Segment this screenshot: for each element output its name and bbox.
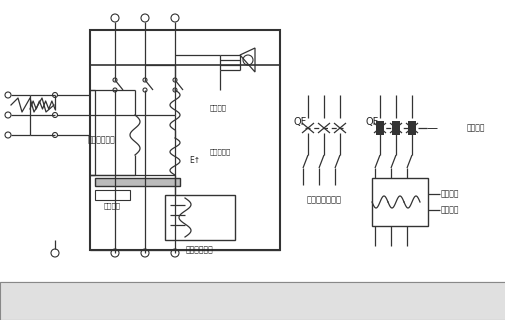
Bar <box>407 121 415 135</box>
Text: 图1-8   断路器工作原理示意图及图形符号: 图1-8 断路器工作原理示意图及图形符号 <box>8 293 170 307</box>
Text: 过流保护: 过流保护 <box>440 189 459 198</box>
Text: 热脱扣器: 热脱扣器 <box>104 203 120 209</box>
Text: QF: QF <box>293 117 307 127</box>
Text: QF: QF <box>365 117 379 127</box>
Bar <box>95 190 130 200</box>
Bar <box>0 282 505 320</box>
Text: 过载保护: 过载保护 <box>440 205 459 214</box>
Text: 分励脱扣器: 分励脱扣器 <box>210 149 231 155</box>
Bar <box>371 178 427 226</box>
Bar <box>0 0 505 285</box>
Bar <box>90 30 279 250</box>
Text: E↑: E↑ <box>189 156 200 164</box>
Text: 过电流脱扣器: 过电流脱扣器 <box>88 135 116 145</box>
Text: 失电压脱扣器: 失电压脱扣器 <box>186 245 214 254</box>
Bar <box>95 178 180 186</box>
Bar <box>375 121 383 135</box>
Text: 遥控按钮: 遥控按钮 <box>210 105 227 111</box>
Text: 断路器图形符号: 断路器图形符号 <box>306 196 341 204</box>
Text: 失压保护: 失压保护 <box>466 124 484 132</box>
Bar <box>165 195 234 240</box>
Bar <box>391 121 399 135</box>
